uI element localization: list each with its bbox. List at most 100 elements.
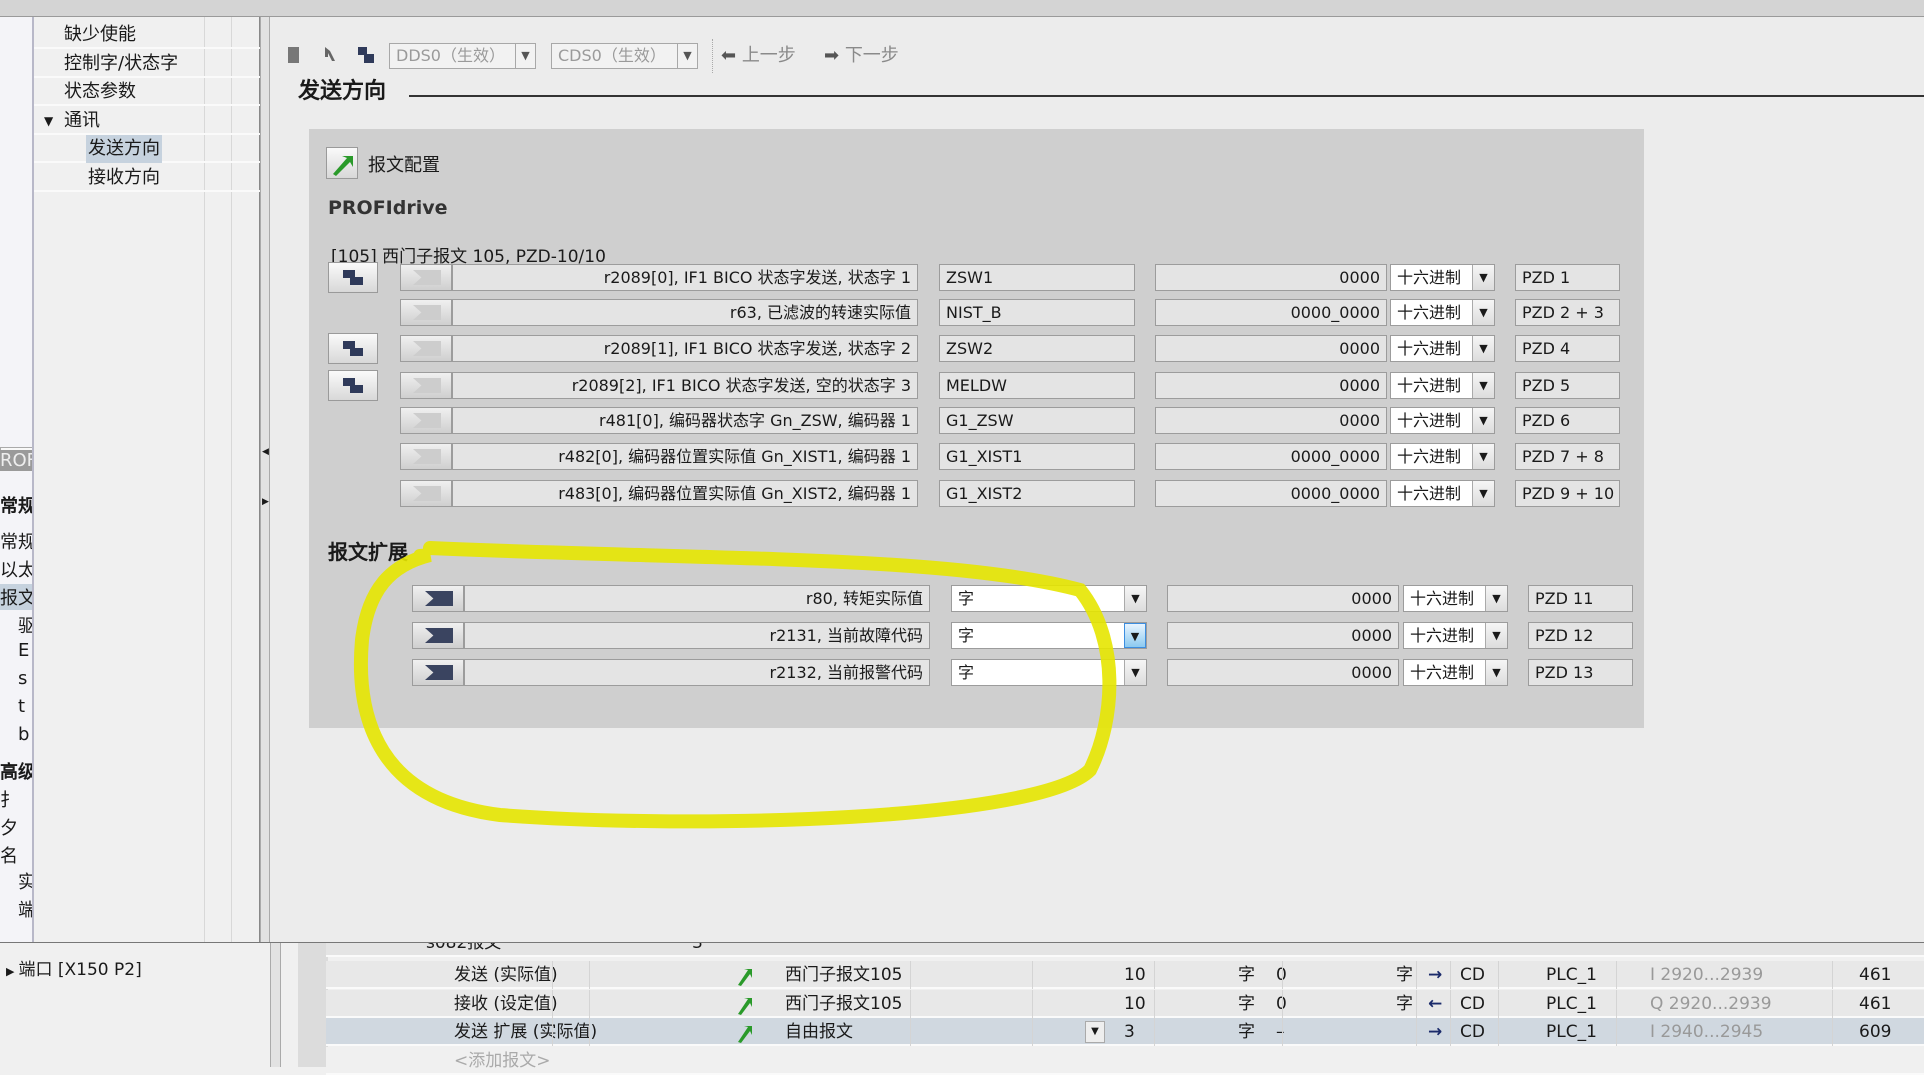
- signal-connector-button[interactable]: [400, 480, 452, 507]
- table-row[interactable]: 接收 (设定值)西门子报文10510字0字CDPLC_1Q 2920...293…: [326, 989, 1924, 1018]
- chevron-down-icon[interactable]: ▼: [1472, 408, 1494, 433]
- nav-item[interactable]: 接收方向: [34, 164, 260, 192]
- bico-link-button[interactable]: [328, 370, 378, 401]
- tree-item-fragment[interactable]: ROF: [0, 450, 34, 471]
- signal-connector-button[interactable]: [412, 622, 464, 649]
- tree-item-fragment[interactable]: 端: [0, 896, 32, 922]
- nav-item[interactable]: 发送方向: [34, 135, 260, 163]
- tree-item-fragment[interactable]: s: [18, 668, 28, 689]
- nav-item[interactable]: 控制字/状态字: [34, 50, 260, 78]
- nav-item[interactable]: ▼ 通讯: [34, 107, 260, 135]
- source-parameter-field[interactable]: r2132, 当前报警代码: [464, 659, 930, 686]
- signal-connector-button[interactable]: [400, 299, 452, 326]
- nav-item[interactable]: 状态参数: [34, 78, 260, 106]
- format-select[interactable]: 十六进制 ▼: [1390, 480, 1495, 507]
- telegram-type-dropdown[interactable]: ▼: [1085, 1021, 1105, 1043]
- source-parameter-field[interactable]: r481[0], 编码器状态字 Gn_ZSW, 编码器 1: [452, 407, 918, 434]
- prev-step-button[interactable]: ⬅ 上一步: [721, 43, 796, 69]
- dds-select[interactable]: DDS0（生效） ▼: [389, 43, 536, 69]
- type-select[interactable]: 字 ▼: [951, 622, 1147, 649]
- source-parameter-field[interactable]: r80, 转矩实际值: [464, 585, 930, 612]
- add-telegram-label[interactable]: <添加报文>: [454, 1050, 551, 1071]
- source-parameter-field[interactable]: r2089[1], IF1 BICO 状态字发送, 状态字 2: [452, 335, 918, 362]
- save-icon[interactable]: [284, 45, 304, 65]
- format-select[interactable]: 十六进制 ▼: [1390, 372, 1495, 399]
- tree-item-fragment[interactable]: 常规: [0, 496, 34, 517]
- signal-name-field: ZSW2: [939, 335, 1135, 362]
- source-parameter-field[interactable]: r2131, 当前故障代码: [464, 622, 930, 649]
- format-select[interactable]: 十六进制 ▼: [1403, 659, 1508, 686]
- chevron-down-icon[interactable]: ▼: [677, 44, 697, 68]
- chevron-down-icon[interactable]: ▼: [1472, 444, 1494, 469]
- format-select[interactable]: 十六进制 ▼: [1390, 264, 1495, 291]
- format-select[interactable]: 十六进制 ▼: [1390, 335, 1495, 362]
- tree-item-fragment[interactable]: t: [18, 696, 26, 717]
- tree-item-fragment[interactable]: 驱: [0, 612, 32, 638]
- bico-link-button[interactable]: [328, 262, 378, 293]
- tree-item-fragment[interactable]: 常规: [0, 532, 34, 553]
- source-parameter-field[interactable]: r2089[2], IF1 BICO 状态字发送, 空的状态字 3: [452, 372, 918, 399]
- signal-connector-button[interactable]: [400, 372, 452, 399]
- type-select[interactable]: 字 ▼: [951, 585, 1147, 612]
- signal-connector-button[interactable]: [400, 443, 452, 470]
- tree-item-fragment[interactable]: b: [18, 724, 30, 745]
- chevron-down-icon[interactable]: ▼: [1485, 623, 1507, 648]
- tree-item-fragment[interactable]: 名: [0, 846, 18, 867]
- table-row-partial[interactable]: s082报文 3: [326, 943, 1924, 957]
- source-parameter-field[interactable]: r2089[0], IF1 BICO 状态字发送, 状态字 1: [452, 264, 918, 291]
- format-select[interactable]: 十六进制 ▼: [1403, 622, 1508, 649]
- expand-right-icon[interactable]: ▶: [262, 497, 269, 507]
- signal-connector-button[interactable]: [412, 659, 464, 686]
- signal-connector-button[interactable]: [400, 264, 452, 291]
- chevron-down-icon[interactable]: ▼: [1124, 660, 1146, 685]
- telegram-config-button[interactable]: [326, 147, 358, 179]
- next-step-button[interactable]: ➡ 下一步: [824, 43, 899, 69]
- source-parameter-field[interactable]: r483[0], 编码器位置实际值 Gn_XIST2, 编码器 1: [452, 480, 918, 507]
- copy-icon[interactable]: [356, 45, 376, 65]
- format-select[interactable]: 十六进制 ▼: [1390, 407, 1495, 434]
- chevron-down-icon[interactable]: ▼: [1472, 265, 1494, 290]
- tree-item-fragment[interactable]: 夕: [0, 818, 18, 839]
- chevron-down-icon[interactable]: ▼: [1472, 300, 1494, 325]
- tree-item-fragment[interactable]: 高级: [0, 762, 34, 783]
- table-row[interactable]: 发送 (实际值) 西门子报文105 10 字 0 字 CD PLC_1 I 2920...293…: [326, 961, 1924, 989]
- expand-arrow-icon[interactable]: ▶: [6, 965, 15, 978]
- tree-item-fragment[interactable]: 以太: [0, 560, 34, 581]
- chevron-down-icon[interactable]: ▼: [515, 44, 535, 68]
- format-select[interactable]: 十六进制 ▼: [1390, 299, 1495, 326]
- format-select[interactable]: 十六进制 ▼: [1403, 585, 1508, 612]
- table-row[interactable]: 发送 扩展 (实际值) 自由报文 3 字 – CD PLC_1 I 2940...2945 60…: [326, 1018, 1924, 1046]
- tree-item-fragment[interactable]: 实: [0, 868, 32, 894]
- nav-splitter[interactable]: ◀ ▶: [260, 17, 270, 942]
- chevron-down-icon[interactable]: ▼: [1472, 481, 1494, 506]
- signal-connector-button[interactable]: [412, 585, 464, 612]
- key-icon[interactable]: [320, 45, 340, 65]
- chevron-down-icon[interactable]: ▼: [1485, 660, 1507, 685]
- bottom-splitter[interactable]: [270, 943, 281, 1067]
- collapse-left-icon[interactable]: ◀: [262, 447, 269, 457]
- signal-connector-button[interactable]: [400, 407, 452, 434]
- signal-connector-button[interactable]: [400, 335, 452, 362]
- tree-item-fragment[interactable]: E: [18, 640, 30, 661]
- chevron-down-icon[interactable]: ▼: [1485, 586, 1507, 611]
- tree-item-fragment[interactable]: 报文: [0, 584, 32, 610]
- bico-link-button[interactable]: [328, 333, 378, 364]
- interconnect-icon: [343, 378, 363, 393]
- tree-item-port[interactable]: ▶ 端口 [X150 P2]: [0, 955, 142, 980]
- column-divider: [1832, 1018, 1833, 1046]
- cds-select[interactable]: CDS0（生效） ▼: [551, 43, 698, 69]
- pzd-label: PZD 1: [1515, 264, 1620, 291]
- nav-item[interactable]: 缺少使能: [34, 21, 260, 49]
- format-select[interactable]: 十六进制 ▼: [1390, 443, 1495, 470]
- chevron-down-icon[interactable]: ▼: [1124, 586, 1146, 611]
- add-telegram-row[interactable]: <添加报文>: [326, 1046, 1924, 1075]
- source-parameter-field[interactable]: r63, 已滤波的转速实际值: [452, 299, 918, 326]
- tree-item-fragment[interactable]: 扌: [0, 790, 18, 811]
- chevron-down-icon[interactable]: ▼: [1472, 373, 1494, 398]
- chevron-down-icon[interactable]: ▼: [1472, 336, 1494, 361]
- type-select[interactable]: 字 ▼: [951, 659, 1147, 686]
- source-parameter-field[interactable]: r482[0], 编码器位置实际值 Gn_XIST1, 编码器 1: [452, 443, 918, 470]
- expand-arrow-icon[interactable]: ▼: [44, 113, 54, 128]
- chevron-down-icon[interactable]: ▼: [1124, 623, 1146, 648]
- cell-addr: I 2920...2939: [1650, 965, 1764, 985]
